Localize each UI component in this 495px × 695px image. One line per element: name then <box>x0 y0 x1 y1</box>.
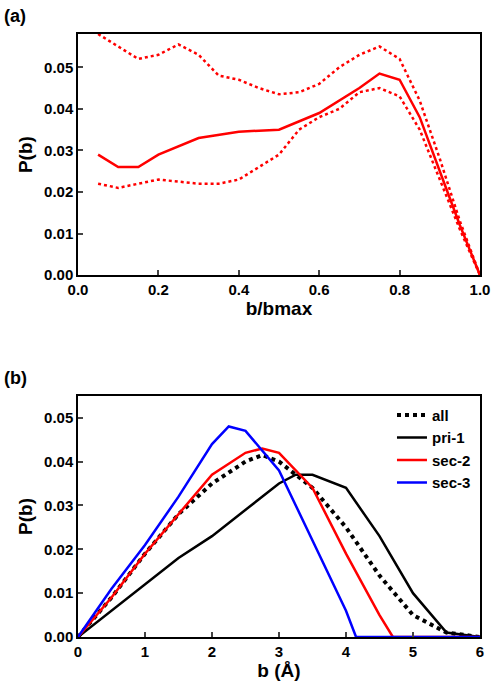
svg-text:5: 5 <box>409 643 417 660</box>
svg-text:6: 6 <box>476 643 484 660</box>
svg-text:0.8: 0.8 <box>389 281 410 298</box>
svg-text:0.00: 0.00 <box>44 266 73 283</box>
svg-text:b/bmax: b/bmax <box>246 298 313 319</box>
svg-text:all: all <box>432 407 449 424</box>
svg-text:1: 1 <box>141 643 149 660</box>
svg-text:P(b): P(b) <box>15 498 36 535</box>
svg-text:0.04: 0.04 <box>44 100 74 117</box>
svg-text:0.04: 0.04 <box>44 453 74 470</box>
svg-text:0.05: 0.05 <box>44 409 73 426</box>
svg-text:sec-3: sec-3 <box>432 474 470 491</box>
svg-text:0: 0 <box>74 643 82 660</box>
svg-text:1.0: 1.0 <box>470 281 491 298</box>
svg-text:0.01: 0.01 <box>44 225 73 242</box>
svg-text:b (Å): b (Å) <box>257 660 300 681</box>
svg-text:0.01: 0.01 <box>44 584 73 601</box>
svg-text:0.03: 0.03 <box>44 142 73 159</box>
svg-text:0.00: 0.00 <box>44 628 73 645</box>
svg-text:sec-2: sec-2 <box>432 452 470 469</box>
svg-text:0.6: 0.6 <box>309 281 330 298</box>
svg-text:4: 4 <box>342 643 351 660</box>
svg-text:0.05: 0.05 <box>44 59 73 76</box>
svg-text:0.2: 0.2 <box>148 281 169 298</box>
svg-text:0.4: 0.4 <box>228 281 250 298</box>
svg-text:0.0: 0.0 <box>68 281 89 298</box>
svg-text:P(b): P(b) <box>15 136 36 173</box>
svg-text:(b): (b) <box>4 368 27 388</box>
svg-text:0.03: 0.03 <box>44 497 73 514</box>
svg-text:0.02: 0.02 <box>44 541 73 558</box>
svg-text:(a): (a) <box>4 6 26 26</box>
svg-text:2: 2 <box>208 643 216 660</box>
svg-text:0.02: 0.02 <box>44 183 73 200</box>
svg-text:pri-1: pri-1 <box>432 429 465 446</box>
svg-text:3: 3 <box>275 643 283 660</box>
